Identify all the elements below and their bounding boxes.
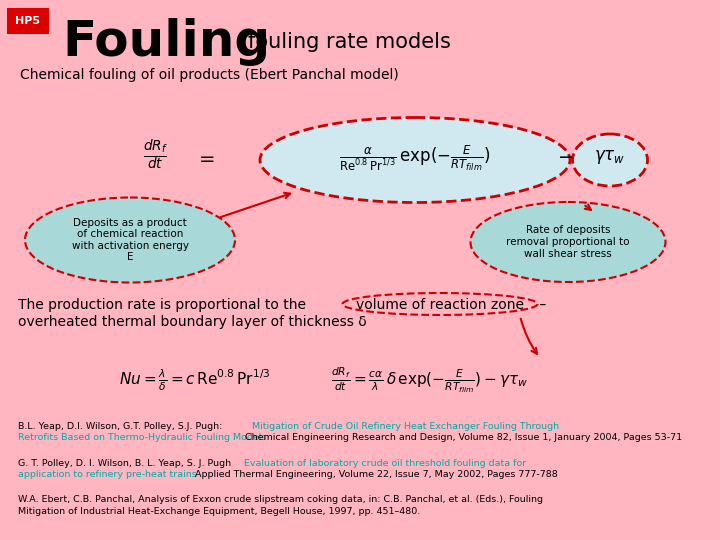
Text: $=$: $=$ [195, 148, 215, 167]
Text: Rate of deposits
removal proportional to
wall shear stress: Rate of deposits removal proportional to… [506, 225, 630, 259]
Text: The production rate is proportional to the: The production rate is proportional to t… [18, 298, 306, 312]
Text: fouling rate models: fouling rate models [248, 32, 451, 52]
Text: Applied Thermal Engineering, Volume 22, Issue 7, May 2002, Pages 777-788: Applied Thermal Engineering, Volume 22, … [192, 470, 558, 479]
Text: $Nu = \frac{\lambda}{\delta} = c\,\mathrm{Re}^{0.8}\,\mathrm{Pr}^{1/3}$: $Nu = \frac{\lambda}{\delta} = c\,\mathr… [120, 367, 271, 393]
Text: $\gamma\tau_w$: $\gamma\tau_w$ [594, 148, 626, 166]
Text: $\frac{\alpha}{\mathrm{Re}^{0.8}\,\mathrm{Pr}^{1/3}}\,\mathrm{exp}(-\frac{E}{RT_: $\frac{\alpha}{\mathrm{Re}^{0.8}\,\mathr… [339, 143, 491, 173]
FancyBboxPatch shape [7, 8, 49, 34]
Text: Evaluation of laboratory crude oil threshold fouling data for: Evaluation of laboratory crude oil thres… [244, 458, 526, 468]
Text: Chemical fouling of oil products (Ebert Panchal model): Chemical fouling of oil products (Ebert … [20, 68, 399, 82]
Text: HP5: HP5 [16, 16, 40, 26]
Text: Retrofits Based on Thermo-Hydraulic Fouling Models: Retrofits Based on Thermo-Hydraulic Foul… [18, 434, 266, 442]
Text: –: – [535, 298, 546, 312]
Text: application to refinery pre-heat trains: application to refinery pre-heat trains [18, 470, 197, 479]
Text: Mitigation of Industrial Heat-Exchange Equipment, Begell House, 1997, pp. 451–48: Mitigation of Industrial Heat-Exchange E… [18, 507, 420, 516]
Text: Fouling: Fouling [62, 18, 270, 66]
Text: volume of reaction zone: volume of reaction zone [356, 298, 524, 312]
Text: B.L. Yeap, D.I. Wilson, G.T. Polley, S.J. Pugh:: B.L. Yeap, D.I. Wilson, G.T. Polley, S.J… [18, 422, 225, 431]
Text: Mitigation of Crude Oil Refinery Heat Exchanger Fouling Through: Mitigation of Crude Oil Refinery Heat Ex… [252, 422, 559, 431]
Ellipse shape [25, 198, 235, 282]
Text: W.A. Ebert, C.B. Panchal, Analysis of Exxon crude slipstream coking data, in: C.: W.A. Ebert, C.B. Panchal, Analysis of Ex… [18, 495, 543, 504]
Text: Chemical Engineering Research and Design, Volume 82, Issue 1, January 2004, Page: Chemical Engineering Research and Design… [242, 434, 682, 442]
Text: overheated thermal boundary layer of thickness δ: overheated thermal boundary layer of thi… [18, 315, 366, 329]
Text: $\frac{dR_f}{dt} = \frac{c\alpha}{\lambda}\,\delta\,\mathrm{exp}(-\frac{E}{RT_{f: $\frac{dR_f}{dt} = \frac{c\alpha}{\lambd… [331, 366, 528, 395]
Text: Deposits as a product
of chemical reaction
with activation energy
E: Deposits as a product of chemical reacti… [71, 218, 189, 262]
Ellipse shape [260, 118, 570, 202]
Text: $\frac{dR_f}{dt}$: $\frac{dR_f}{dt}$ [143, 138, 167, 172]
Text: $-$: $-$ [557, 145, 573, 165]
Ellipse shape [470, 202, 665, 282]
Ellipse shape [572, 134, 647, 186]
Text: G. T. Polley, D. I. Wilson, B. L. Yeap, S. J. Pugh: G. T. Polley, D. I. Wilson, B. L. Yeap, … [18, 458, 234, 468]
